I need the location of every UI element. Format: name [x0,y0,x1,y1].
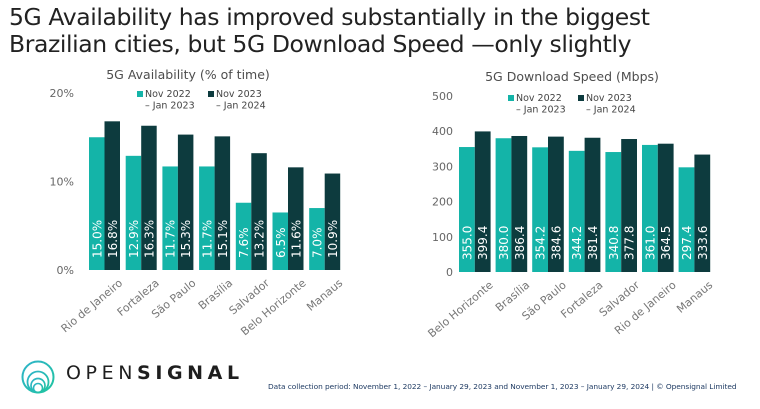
bar-value-label: 11.6% [289,220,303,258]
bar-series-1 [642,144,658,272]
opensignal-logo-icon [21,360,55,394]
bar-value-label: 333.6 [696,226,710,260]
bar-value-label: 364.5 [659,226,673,260]
bar-value-label: 361.0 [643,226,657,260]
chart-title: 5G Download Speed (Mbps) [485,69,659,84]
bar-series-2 [621,139,637,272]
bar-value-label: 381.4 [586,226,600,260]
headline-line-2: Brazilian cities, but 5G Download Speed … [9,30,632,58]
brand-name-bold: SIGNAL [137,362,244,384]
y-tick-label: 10% [50,176,74,189]
legend-swatch-2 [578,95,584,101]
y-tick-label: 500 [432,90,453,103]
bar-value-label: 6.5% [274,228,288,259]
legend-label-1-line-1: Nov 2022 [516,93,562,104]
bar-series-1 [495,138,512,272]
bar-series-2 [474,131,491,272]
bar-value-label: 399.4 [476,226,490,260]
bar-value-label: 7.0% [310,228,324,259]
headline: 5G Availability has improved substantial… [9,4,759,58]
legend-label-1-line-2: – Jan 2023 [516,105,566,116]
bar-series-2 [584,137,601,272]
bar-value-label: 7.6% [237,228,251,258]
legend-swatch-1 [508,95,514,101]
bar-series-1 [162,166,178,270]
headline-line-1: 5G Availability has improved substantial… [9,3,650,31]
legend-label-2-line-1: Nov 2023 [586,93,632,104]
bar-value-label: 354.2 [534,226,548,260]
legend-label-2-line-2: – Jan 2024 [216,101,266,112]
bar-value-label: 15.0% [90,220,104,258]
bar-series-1 [89,137,105,270]
legend-label-1-line-1: Nov 2022 [145,89,191,100]
y-tick-label: 100 [432,231,453,244]
category-label: Manaus [674,278,715,316]
bar-series-1 [125,155,142,270]
bar-series-1 [272,212,288,270]
bar-series-2 [657,143,674,272]
chart-title: 5G Availability (% of time) [106,67,270,82]
bar-series-2 [548,136,564,272]
bar-series-1 [605,152,622,272]
legend-label-1-line-2: – Jan 2023 [145,101,195,112]
bar-series-2 [104,121,120,270]
bar-value-label: 11.7% [164,220,178,258]
y-tick-label: 200 [432,196,453,209]
y-tick-label: 400 [432,125,453,138]
bar-series-1 [235,202,252,270]
bar-series-1 [309,208,325,270]
category-label: Belo Horizonte [425,278,495,340]
bar-value-label: 355.0 [460,226,474,260]
bar-series-1 [678,167,695,272]
bar-value-label: 340.8 [607,226,621,260]
bar-series-2 [288,167,304,270]
bar-value-label: 386.4 [513,226,527,260]
brand-name-light: OPEN [66,362,138,384]
bar-value-label: 11.7% [200,220,214,258]
bar-series-1 [459,147,475,272]
bar-series-2 [177,134,194,270]
bar-series-1 [532,147,548,272]
bar-value-label: 377.8 [623,226,637,260]
bar-value-label: 13.2% [253,220,267,258]
bar-series-2 [324,173,341,270]
bar-value-label: 16.3% [142,220,156,258]
bar-series-2 [141,125,157,271]
bar-series-2 [251,153,267,270]
bar-value-label: 10.9% [326,220,340,258]
bar-value-label: 380.0 [497,226,511,260]
bar-value-label: 16.8% [106,220,120,258]
bar-value-label: 297.4 [680,226,694,260]
legend-swatch-2 [208,91,214,97]
y-tick-label: 20% [50,87,74,100]
bar-value-label: 15.1% [216,220,230,258]
data-collection-footnote: Data collection period: November 1, 2022… [268,382,737,391]
bar-value-label: 344.2 [570,226,584,260]
bar-series-2 [511,135,528,272]
bar-series-2 [694,154,711,272]
opensignal-wordmark: OPENSIGNAL [66,362,244,384]
legend-label-2-line-1: Nov 2023 [216,89,262,100]
bar-value-label: 384.6 [549,226,563,260]
legend-swatch-1 [137,91,143,97]
bar-series-2 [214,136,231,270]
bar-value-label: 12.9% [127,220,141,258]
bar-value-label: 15.3% [179,220,193,258]
bar-series-1 [199,166,215,270]
y-tick-label: 0 [446,266,453,279]
legend-label-2-line-2: – Jan 2024 [586,105,636,116]
y-tick-label: 300 [432,160,453,173]
y-tick-label: 0% [57,264,74,277]
bar-series-1 [568,150,585,272]
